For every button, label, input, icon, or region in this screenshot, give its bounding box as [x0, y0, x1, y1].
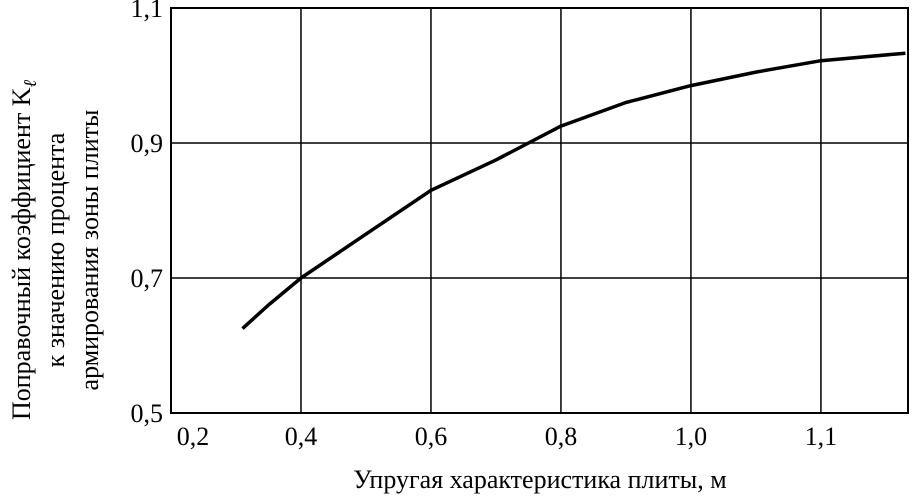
y-axis-label-subscript: ℓ — [20, 79, 40, 87]
y-tick-label: 0,9 — [131, 129, 164, 158]
y-axis-label-line: Поправочный коэффициент Kℓ — [7, 79, 40, 420]
y-axis-label-line: армирования зоны плиты — [75, 110, 104, 391]
y-axis-label-line: к значению процента — [41, 132, 70, 367]
y-axis-label: Поправочный коэффициент Kℓ к значению пр… — [7, 79, 104, 420]
data-line — [241, 51, 906, 330]
x-tick-label: 1,0 — [675, 422, 708, 451]
y-axis-label-text: Поправочный коэффициент K — [7, 87, 36, 420]
x-tick-label: 0,4 — [285, 422, 318, 451]
y-tick-label: 0,7 — [131, 264, 164, 293]
x-tick-label: 0,8 — [545, 422, 578, 451]
x-tick-label: 0,6 — [415, 422, 448, 451]
plot-frame — [170, 7, 909, 414]
x-axis-label: Упругая характеристика плиты, м — [353, 465, 726, 494]
y-tick-label: 1,1 — [131, 0, 164, 23]
x-tick-label: 0,2 — [177, 422, 210, 451]
y-tick-label: 0,5 — [131, 399, 164, 428]
x-tick-label: 1,1 — [805, 422, 838, 451]
